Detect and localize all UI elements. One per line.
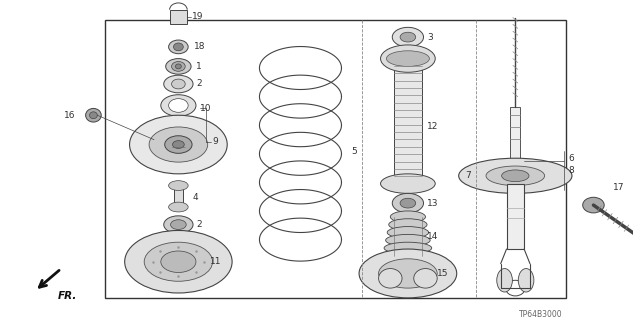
Text: 15: 15: [437, 269, 449, 278]
Ellipse shape: [171, 220, 186, 229]
Ellipse shape: [392, 193, 424, 213]
Ellipse shape: [168, 202, 188, 212]
Text: 2: 2: [196, 220, 202, 229]
Text: 13: 13: [428, 199, 439, 208]
Text: 10: 10: [200, 104, 211, 113]
Ellipse shape: [387, 226, 429, 238]
Text: 6: 6: [568, 154, 574, 163]
Ellipse shape: [173, 43, 183, 51]
Ellipse shape: [518, 269, 534, 292]
Ellipse shape: [168, 40, 188, 54]
Ellipse shape: [359, 249, 457, 298]
Text: 19: 19: [192, 12, 204, 21]
Bar: [105, 19, 566, 298]
Ellipse shape: [387, 51, 429, 66]
Ellipse shape: [168, 99, 188, 112]
Ellipse shape: [379, 269, 402, 288]
Text: 14: 14: [428, 232, 439, 241]
Ellipse shape: [392, 27, 424, 47]
Ellipse shape: [175, 64, 181, 69]
Ellipse shape: [86, 108, 101, 122]
Text: 5: 5: [351, 147, 357, 156]
Ellipse shape: [381, 45, 435, 72]
Ellipse shape: [173, 141, 184, 148]
Ellipse shape: [413, 269, 437, 288]
Ellipse shape: [459, 158, 572, 193]
Bar: [394, 59, 422, 184]
Ellipse shape: [164, 75, 193, 93]
Ellipse shape: [379, 259, 437, 288]
Text: 8: 8: [568, 167, 574, 175]
Ellipse shape: [172, 79, 185, 89]
Ellipse shape: [164, 216, 193, 234]
Ellipse shape: [90, 112, 97, 119]
Ellipse shape: [400, 32, 416, 42]
Text: 4: 4: [192, 193, 198, 202]
Ellipse shape: [144, 242, 212, 281]
Bar: [506, 184, 524, 249]
Text: 2: 2: [196, 79, 202, 88]
Ellipse shape: [388, 219, 427, 231]
Text: 18: 18: [194, 42, 205, 51]
Text: 17: 17: [613, 183, 625, 192]
Ellipse shape: [384, 242, 432, 254]
Text: 11: 11: [210, 257, 221, 266]
Ellipse shape: [166, 59, 191, 74]
Bar: [173, 186, 183, 207]
Ellipse shape: [381, 174, 435, 193]
Text: 3: 3: [428, 33, 433, 41]
Ellipse shape: [383, 250, 433, 262]
Ellipse shape: [125, 231, 232, 293]
Ellipse shape: [129, 115, 227, 174]
Text: 9: 9: [212, 137, 218, 146]
Ellipse shape: [386, 234, 430, 246]
Text: 16: 16: [65, 111, 76, 120]
Ellipse shape: [161, 95, 196, 116]
Ellipse shape: [172, 62, 185, 71]
Text: TP64B3000: TP64B3000: [518, 309, 562, 319]
Ellipse shape: [502, 170, 529, 182]
Text: 7: 7: [466, 171, 472, 180]
Ellipse shape: [149, 127, 208, 162]
Text: 12: 12: [428, 122, 439, 131]
Text: FR.: FR.: [58, 291, 77, 301]
Bar: [170, 10, 187, 25]
Ellipse shape: [486, 166, 545, 186]
Ellipse shape: [497, 269, 513, 292]
Ellipse shape: [400, 198, 416, 208]
Text: 1: 1: [196, 62, 202, 71]
Ellipse shape: [506, 280, 525, 296]
Bar: [511, 108, 520, 164]
Ellipse shape: [161, 251, 196, 272]
Ellipse shape: [582, 197, 604, 213]
Ellipse shape: [390, 211, 426, 223]
Ellipse shape: [168, 181, 188, 190]
Ellipse shape: [164, 136, 192, 153]
